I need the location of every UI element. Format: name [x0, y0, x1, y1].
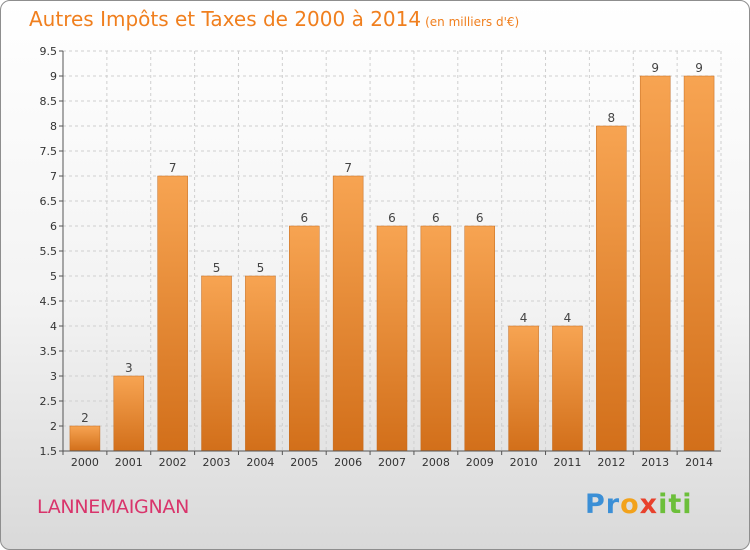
- bar-value-label: 9: [651, 61, 659, 75]
- location-label: LANNEMAIGNAN: [37, 496, 189, 518]
- y-tick-label: 4: [50, 320, 57, 333]
- y-tick-label: 5: [50, 270, 57, 283]
- x-tick-label: 2012: [597, 456, 625, 469]
- bar-2012: [596, 125, 627, 452]
- y-tick-label: 8.5: [40, 95, 58, 108]
- bar-2002: [157, 175, 188, 452]
- x-tick-label: 2006: [334, 456, 362, 469]
- x-tick-label: 2002: [159, 456, 187, 469]
- bar-2006: [332, 175, 364, 452]
- y-tick-label: 1.5: [40, 445, 58, 458]
- bar-2004: [245, 275, 276, 452]
- x-tick-label: 2003: [203, 456, 231, 469]
- bar-value-label: 7: [169, 161, 177, 175]
- bar-2007: [376, 225, 408, 452]
- x-tick-label: 2009: [466, 456, 494, 469]
- x-tick-label: 2010: [510, 456, 538, 469]
- x-tick-label: 2013: [641, 456, 669, 469]
- y-tick-label: 6: [50, 220, 57, 233]
- bar-2005: [289, 225, 320, 452]
- y-tick-label: 3.5: [40, 345, 58, 358]
- bar-value-label: 9: [695, 61, 703, 75]
- bar-value-label: 5: [213, 261, 221, 275]
- y-tick-label: 3: [50, 370, 57, 383]
- x-tick-label: 2004: [246, 456, 274, 469]
- y-tick-label: 8: [50, 120, 57, 133]
- x-tick-label: 2000: [71, 456, 99, 469]
- x-tick-label: 2011: [553, 456, 581, 469]
- bar-value-label: 5: [257, 261, 265, 275]
- y-tick-label: 6.5: [40, 195, 58, 208]
- y-tick-label: 2.5: [40, 395, 58, 408]
- bar-value-label: 6: [388, 211, 396, 225]
- bar-value-label: 6: [476, 211, 484, 225]
- y-tick-label: 5.5: [40, 245, 58, 258]
- x-tick-label: 2005: [290, 456, 318, 469]
- bar-2011: [552, 325, 583, 452]
- bar-value-label: 6: [300, 211, 308, 225]
- chart-title: Autres Impôts et Taxes de 2000 à 2014 (en…: [29, 7, 519, 31]
- bar-2003: [201, 275, 232, 452]
- logo-part-3: x: [639, 489, 659, 520]
- x-tick-label: 2007: [378, 456, 406, 469]
- bar-value-label: 3: [125, 361, 133, 375]
- bar-value-label: 6: [432, 211, 440, 225]
- y-tick-label: 9: [50, 70, 57, 83]
- bar-2010: [508, 325, 539, 452]
- y-tick-label: 4.5: [40, 295, 58, 308]
- x-tick-label: 2014: [685, 456, 713, 469]
- bar-2000: [69, 425, 101, 452]
- bar-2001: [113, 375, 145, 452]
- x-tick-label: 2001: [115, 456, 143, 469]
- y-tick-label: 2: [50, 420, 57, 433]
- bar-value-label: 2: [81, 411, 89, 425]
- bar-2008: [420, 225, 452, 452]
- bar-2009: [464, 225, 495, 452]
- logo-part-2: o: [620, 489, 640, 520]
- y-tick-label: 7: [50, 170, 57, 183]
- logo-part-4: iti: [658, 489, 693, 520]
- bar-value-label: 8: [608, 111, 616, 125]
- bar-2013: [639, 75, 671, 452]
- y-tick-label: 9.5: [40, 45, 58, 58]
- y-tick-label: 7.5: [40, 145, 58, 158]
- chart-title-text: Autres Impôts et Taxes de 2000 à 2014: [29, 7, 422, 31]
- bar-2014: [683, 75, 715, 452]
- logo-part-1: Pr: [585, 489, 621, 520]
- bar-value-label: 4: [520, 311, 528, 325]
- bar-value-label: 7: [344, 161, 352, 175]
- unit-note: (en milliers d'€): [425, 15, 520, 29]
- bar-value-label: 4: [564, 311, 572, 325]
- proxiti-logo: Proxiti: [585, 489, 693, 520]
- x-tick-label: 2008: [422, 456, 450, 469]
